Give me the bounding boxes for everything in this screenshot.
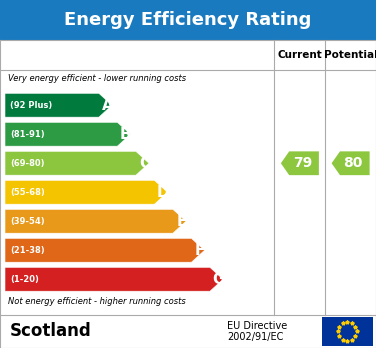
Polygon shape (5, 209, 186, 233)
Text: EU Directive: EU Directive (227, 321, 288, 331)
Polygon shape (5, 267, 223, 291)
Text: Scotland: Scotland (10, 323, 92, 340)
Text: Not energy efficient - higher running costs: Not energy efficient - higher running co… (8, 297, 186, 306)
Text: 2002/91/EC: 2002/91/EC (227, 332, 284, 342)
Text: Energy Efficiency Rating: Energy Efficiency Rating (64, 11, 312, 29)
Polygon shape (5, 151, 149, 175)
Text: D: D (156, 185, 169, 200)
Polygon shape (5, 238, 205, 262)
Text: 80: 80 (343, 156, 363, 170)
Polygon shape (332, 151, 370, 175)
Bar (322, 317, 373, 346)
Text: (39-54): (39-54) (10, 217, 45, 226)
Text: B: B (120, 127, 132, 142)
Text: (69-80): (69-80) (10, 159, 44, 168)
Polygon shape (281, 151, 319, 175)
Text: G: G (212, 272, 225, 287)
Text: C: C (139, 156, 150, 171)
Text: (55-68): (55-68) (10, 188, 45, 197)
Text: F: F (195, 243, 205, 258)
Text: (92 Plus): (92 Plus) (10, 101, 52, 110)
Polygon shape (5, 180, 167, 204)
Polygon shape (5, 93, 112, 117)
Text: E: E (176, 214, 186, 229)
Bar (0, 0, 376, 40)
Text: A: A (102, 98, 113, 113)
Text: Current: Current (277, 50, 322, 60)
Text: Potential: Potential (324, 50, 376, 60)
Text: 79: 79 (293, 156, 312, 170)
Text: (1-20): (1-20) (10, 275, 39, 284)
Text: (81-91): (81-91) (10, 130, 45, 139)
Bar (0, 315, 376, 348)
Text: (21-38): (21-38) (10, 246, 45, 255)
Polygon shape (5, 122, 130, 146)
Text: Very energy efficient - lower running costs: Very energy efficient - lower running co… (8, 73, 186, 82)
